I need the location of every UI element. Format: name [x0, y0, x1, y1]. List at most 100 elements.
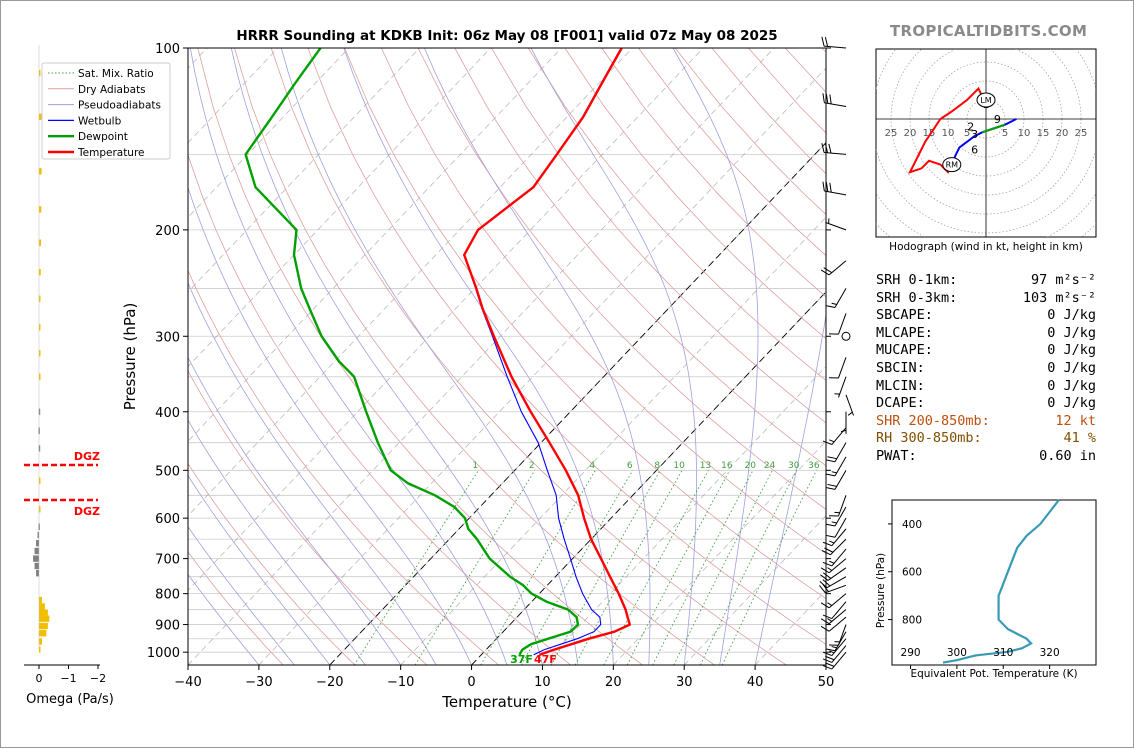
omega-bar	[39, 350, 41, 357]
legend: Sat. Mix. Ratio Dry Adiabats Pseudoadiabat…	[41, 62, 171, 160]
param-label: PWAT:	[876, 447, 917, 464]
param-row: MUCAPE: 0 J/kg	[876, 342, 1096, 360]
omega-bar	[39, 638, 42, 645]
x-tick-label: 50	[818, 675, 835, 690]
barb-half	[829, 439, 835, 443]
legend-entry: Wetbulb	[78, 115, 122, 127]
isotherm	[188, 48, 775, 665]
wind-barb	[828, 495, 847, 517]
omega-bar	[39, 477, 41, 484]
param-label: MLCIN:	[876, 377, 925, 394]
barb-half	[831, 302, 837, 305]
isotherm	[188, 48, 633, 517]
barb-full	[822, 561, 833, 567]
param-value: 0 J/kg	[1047, 342, 1096, 359]
isotherm	[471, 291, 826, 665]
barb-full	[822, 614, 833, 620]
wind-barb	[825, 517, 847, 538]
mixing-ratio-label: 20	[744, 461, 756, 471]
barb-full	[822, 579, 831, 587]
y-tick-label: 600	[155, 512, 180, 527]
param-label: MLCAPE:	[876, 324, 933, 341]
dry-adiabat	[491, 48, 826, 424]
barb-staff	[825, 584, 847, 594]
barb-full	[822, 541, 833, 547]
barb-staff	[830, 538, 847, 556]
pseudoadiabat	[672, 48, 759, 665]
y-tick-label: 900	[155, 619, 180, 634]
param-label: SBCIN:	[876, 359, 925, 376]
barb-full	[819, 585, 826, 594]
param-value: 0 J/kg	[1047, 377, 1096, 394]
barb-full	[822, 658, 833, 663]
barb-full	[828, 143, 832, 154]
dry-adiabat	[344, 48, 826, 599]
omega-tick-label: −2	[90, 672, 106, 685]
param-value: 97 m²s⁻²	[1030, 272, 1096, 288]
x-tick-label: 10	[534, 675, 551, 690]
profile-dewpoint	[244, 48, 580, 656]
pseudoadiabat	[188, 525, 295, 665]
legend-entry: Temperature	[77, 147, 145, 159]
omega-bar	[39, 603, 45, 610]
barb-full	[821, 550, 831, 556]
barb-full	[822, 440, 833, 445]
dry-adiabat	[381, 48, 826, 555]
x-tick-label: −40	[174, 675, 201, 690]
barb-staff	[828, 260, 847, 276]
barb-staff	[831, 651, 847, 670]
skew-t-plot-area: 1 2 4 6 8 10 13 16 20 24 30 36	[188, 48, 826, 665]
wind-barb	[825, 470, 847, 490]
barb-staff	[845, 394, 854, 416]
barb-half	[847, 411, 853, 416]
barb-staff	[824, 45, 847, 49]
hodograph-trace-low	[950, 118, 1017, 165]
wind-barb	[822, 645, 847, 663]
mixing-ratio-label: 4	[589, 461, 595, 471]
dry-adiabat	[454, 48, 826, 467]
barb-full	[820, 618, 830, 625]
dry-adiabat	[234, 48, 715, 665]
mixing-ratio-label: 16	[721, 461, 733, 471]
storm-motion-marker	[942, 157, 962, 173]
omega-xlabel: Omega (Pa/s)	[26, 692, 114, 707]
omega-bar	[39, 268, 41, 276]
hodograph-ring-label: 20	[1056, 128, 1069, 139]
barb-full	[821, 143, 825, 153]
dry-adiabat	[188, 153, 571, 665]
omega-bar	[36, 539, 39, 547]
wind-barb	[828, 357, 847, 379]
barb-full	[827, 483, 837, 487]
param-value: 0 J/kg	[1047, 324, 1096, 341]
theta-e-x-tick-label: 310	[993, 647, 1013, 659]
barb-staff	[838, 624, 847, 646]
barb-staff	[828, 609, 847, 625]
omega-bar	[34, 547, 39, 555]
wind-barb	[820, 609, 847, 625]
theta-e-frame	[891, 499, 1097, 666]
x-tick-label: 0	[467, 675, 475, 690]
barb-full	[820, 602, 830, 609]
omega-tick-label: 0	[36, 672, 43, 685]
dry-adiabat	[188, 370, 428, 665]
isotherm	[329, 142, 826, 665]
barb-full	[827, 456, 837, 460]
barb-staff	[831, 638, 847, 656]
pseudoadiabat	[424, 48, 651, 665]
mixing-ratio-label: 8	[654, 461, 660, 471]
barb-staff	[838, 313, 847, 335]
param-value: 0 J/kg	[1047, 359, 1096, 376]
omega-bar	[36, 569, 39, 577]
omega-bar	[39, 622, 48, 630]
hodograph-trace-mid	[981, 123, 1006, 134]
barb-full	[825, 648, 836, 652]
x-tick-label: 40	[747, 675, 764, 690]
pseudoadiabat	[230, 48, 543, 665]
isotherm	[613, 440, 826, 665]
minus20-isotherm	[329, 142, 826, 665]
mixing-ratio-line	[521, 470, 634, 665]
dgz-label: DGZ	[74, 450, 100, 463]
barb-full	[821, 36, 825, 47]
